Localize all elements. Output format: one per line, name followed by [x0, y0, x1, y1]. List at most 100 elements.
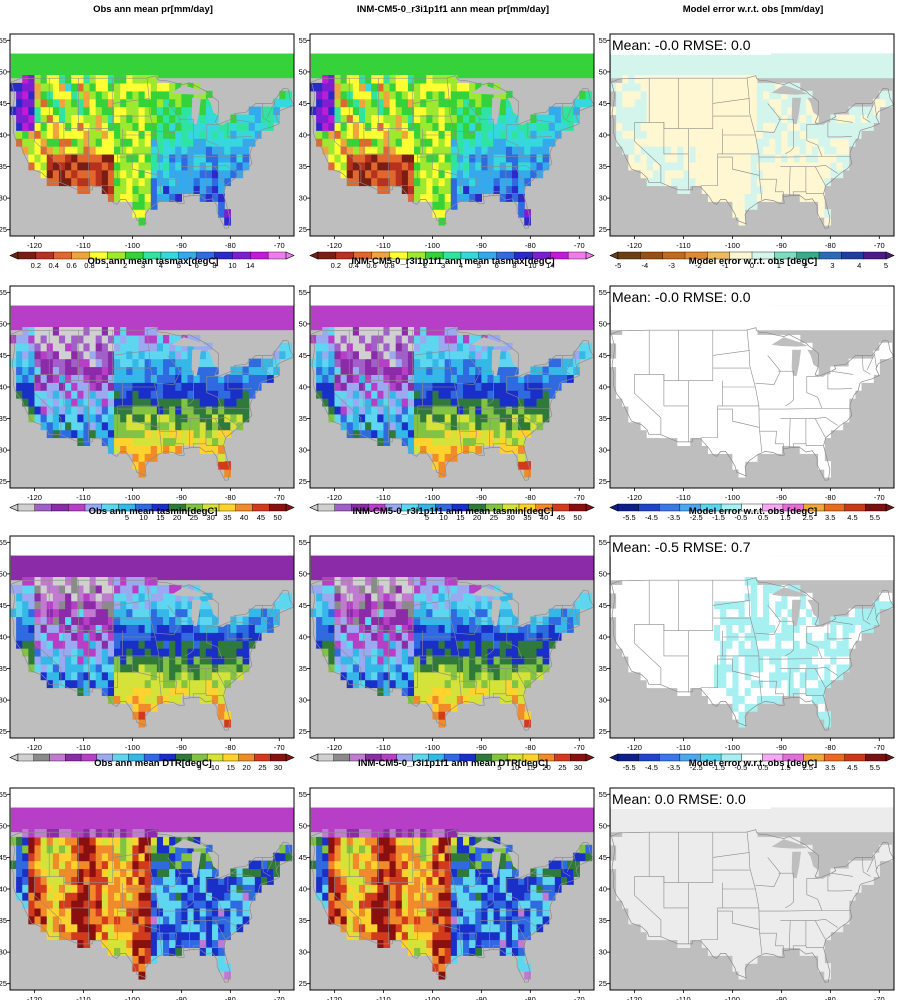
grid-cell [414, 146, 421, 155]
grid-cell [799, 437, 807, 446]
colorbar-label: 4 [159, 261, 163, 270]
grid-cell [469, 616, 476, 625]
grid-cell [524, 711, 531, 720]
grid-cell [720, 421, 727, 431]
grid-cell [358, 177, 366, 187]
grid-cell [371, 350, 378, 360]
grid-cell [71, 421, 78, 431]
grid-cell [377, 374, 385, 383]
grid-cell [573, 106, 580, 116]
grid-cell [169, 193, 176, 202]
grid-cell [218, 405, 225, 415]
grid-cell [71, 429, 78, 439]
grid-cell [487, 632, 495, 641]
grid-cell [420, 413, 427, 423]
grid-cell [126, 390, 134, 399]
grid-cell [395, 114, 403, 123]
grid-cell [499, 655, 507, 665]
grid-cell [475, 114, 482, 123]
grid-cell [156, 584, 164, 594]
grid-cell [150, 350, 158, 360]
grid-cell [77, 114, 85, 123]
grid-cell [358, 413, 366, 423]
coastline [611, 327, 894, 481]
colorbar-label: 10 [228, 261, 236, 270]
state-border [700, 380, 723, 438]
grid-cell [732, 177, 740, 187]
grid-cell [71, 374, 78, 383]
grid-cell [811, 169, 819, 179]
grid-cell [689, 366, 697, 375]
grid-cell [120, 679, 127, 689]
state-border [712, 350, 750, 356]
grid-cell [58, 600, 66, 610]
grid-cell [511, 169, 519, 179]
grid-cell [444, 138, 452, 147]
grid-cell [652, 327, 660, 336]
grid-cell [58, 663, 66, 673]
grid-cell [138, 413, 146, 423]
grid-cell [65, 358, 72, 368]
grid-cell [732, 169, 740, 179]
grid-cell [420, 405, 427, 415]
grid-cell [138, 608, 146, 618]
grid-cell [444, 122, 452, 131]
grid-cell [775, 138, 782, 147]
grid-cell [169, 122, 176, 131]
colorbar-swatch [569, 503, 587, 512]
grid-cell [475, 632, 482, 641]
grid-cell [322, 130, 329, 139]
state-border [412, 98, 450, 104]
grid-cell [787, 106, 795, 116]
grid-cell [401, 405, 409, 415]
grid-cell [322, 82, 329, 92]
grid-cell [511, 161, 519, 171]
grid-cell [322, 390, 329, 399]
grid-cell [524, 169, 531, 179]
grid-cell [756, 445, 764, 454]
grid-cell [432, 461, 440, 470]
grid-cell [310, 82, 317, 92]
grid-cell [726, 153, 734, 163]
grid-cell [438, 153, 446, 163]
grid-cell [450, 679, 458, 689]
grid-cell [469, 114, 476, 123]
grid-cell [175, 624, 182, 633]
grid-cell [763, 429, 770, 439]
grid-cell [107, 421, 115, 431]
grid-cell [536, 390, 544, 399]
grid-cell [622, 398, 629, 407]
grid-cell [432, 671, 440, 681]
grid-cell [83, 75, 91, 84]
grid-cell [346, 616, 354, 625]
grid-cell [426, 146, 434, 155]
grid-cell [775, 350, 782, 360]
grid-cell [628, 75, 636, 84]
grid-cell [230, 421, 238, 431]
grid-cell [726, 413, 734, 423]
grid-cell [211, 193, 219, 202]
grid-cell [107, 390, 115, 399]
grid-cell [377, 632, 385, 641]
grid-cell [714, 445, 721, 454]
grid-cell [707, 130, 715, 139]
grid-cell [493, 177, 501, 187]
grid-cell [120, 405, 127, 415]
grid-cell [230, 655, 238, 665]
colorbar-label: 20 [173, 513, 181, 522]
grid-cell [456, 138, 464, 147]
grid-cell [211, 421, 219, 431]
grid-cell [377, 616, 385, 625]
grid-cell [720, 437, 727, 446]
grid-cell [340, 342, 348, 352]
grid-cell [518, 177, 525, 187]
grid-cell [414, 358, 421, 368]
grid-cell [432, 398, 440, 407]
grid-cell [383, 421, 391, 431]
grid-cell [628, 390, 636, 399]
x-tick-label: -90 [776, 241, 787, 250]
grid-cell [793, 398, 801, 407]
grid-cell [836, 138, 844, 147]
grid-cell [420, 146, 427, 155]
grid-cell [628, 374, 636, 383]
